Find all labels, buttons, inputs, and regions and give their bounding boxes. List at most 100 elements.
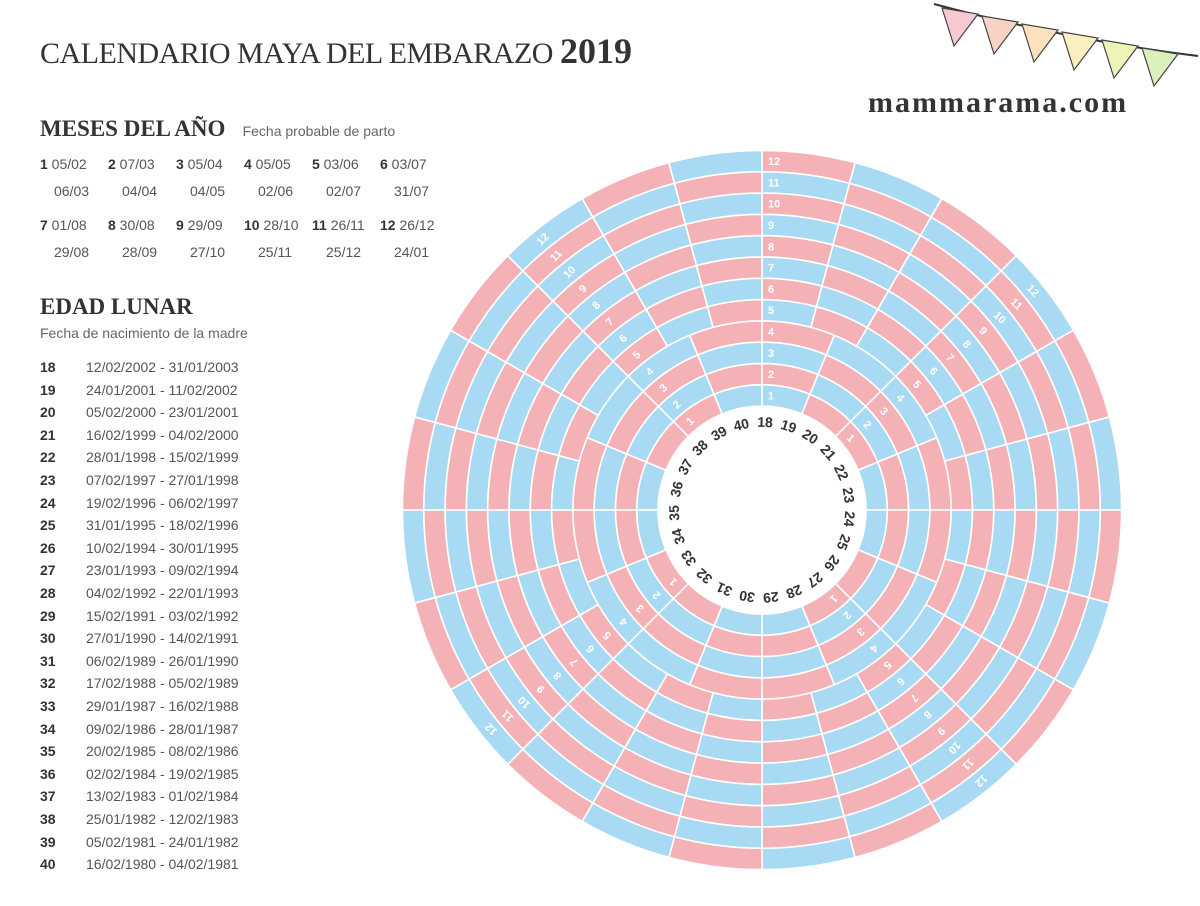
lunar-date-range: 20/02/1985 - 08/02/1986 [86, 743, 239, 760]
month-end-date: 27/10 [190, 244, 226, 260]
ring-number-top: 3 [768, 348, 774, 360]
age-label: 38 [689, 436, 711, 458]
month-start-date: 26/11 [326, 217, 365, 233]
lunar-date-range: 23/01/1993 - 09/02/1994 [86, 562, 239, 579]
lunar-date-range: 02/02/1984 - 19/02/1985 [86, 765, 239, 782]
lunar-age: 25 [40, 517, 56, 534]
age-label: 21 [817, 441, 839, 463]
lunar-age-row: 25 31/01/1995 - 18/02/1996 [40, 517, 239, 537]
ring-number-top: 11 [768, 177, 780, 189]
month-number: 4 [244, 156, 252, 172]
month-start-date: 03/06 [319, 156, 359, 172]
month-start-date: 28/10 [259, 217, 299, 233]
lunar-subheading: Fecha de nacimiento de la madre [40, 325, 248, 341]
month-number: 12 [380, 217, 396, 233]
lunar-age: 27 [40, 562, 56, 579]
bunting-decoration [933, 3, 1199, 88]
month-end-date: 25/11 [258, 244, 292, 260]
lunar-age-row: 40 16/02/1980 - 04/02/1981 [40, 856, 239, 876]
age-label: 26 [821, 552, 843, 574]
age-label: 25 [833, 532, 854, 553]
site-name: mammarama.com [868, 86, 1129, 119]
lunar-age-row: 34 09/02/1986 - 28/01/1987 [40, 721, 239, 741]
pennant-flag [981, 15, 1020, 56]
month-cell: 8 30/08 28/09 [108, 217, 178, 260]
lunar-age-row: 23 07/02/1997 - 27/01/1998 [40, 472, 239, 492]
lunar-date-range: 17/02/1988 - 05/02/1989 [86, 675, 239, 692]
month-cell: 1 05/02 06/03 [40, 156, 110, 199]
lunar-age: 33 [40, 698, 56, 714]
age-label: 20 [799, 425, 821, 447]
age-label: 32 [693, 565, 715, 587]
lunar-date-range: 15/02/1991 - 03/02/1992 [86, 607, 239, 624]
lunar-age: 21 [40, 426, 56, 443]
lunar-age-row: 28 04/02/1992 - 22/01/1993 [40, 585, 239, 605]
lunar-age-row: 24 19/02/1996 - 06/02/1997 [40, 495, 239, 515]
page-title: CALENDARIO MAYA DEL EMBARAZO 2019 [40, 30, 632, 72]
lunar-age: 29 [40, 607, 56, 624]
ring-number-top: 1 [768, 390, 774, 402]
month-start: 12 26/12 [380, 217, 450, 237]
lunar-date-range: 16/02/1999 - 04/02/2000 [86, 426, 239, 443]
month-cell: 2 07/03 04/04 [108, 156, 178, 199]
month-number: 10 [244, 217, 260, 233]
lunar-date-range: 16/02/1980 - 04/02/1981 [86, 856, 239, 873]
lunar-age-row: 29 15/02/1991 - 03/02/1992 [40, 608, 239, 628]
month-number: 8 [108, 217, 116, 233]
lunar-age: 35 [40, 743, 56, 760]
ring-number-top: 12 [768, 156, 780, 168]
lunar-age: 31 [40, 652, 56, 669]
age-label: 27 [804, 569, 826, 591]
month-number: 3 [176, 156, 184, 172]
age-label: 28 [784, 582, 805, 603]
ring-number-top: 4 [768, 326, 775, 338]
lunar-age: 39 [40, 833, 56, 850]
lunar-age: 23 [40, 472, 56, 488]
month-cell: 6 03/07 31/07 [380, 156, 450, 199]
lunar-age: 18 [40, 359, 56, 375]
age-label: 29 [762, 589, 779, 607]
lunar-age: 19 [40, 381, 56, 398]
age-label: 18 [757, 414, 773, 431]
month-start-date: 07/03 [115, 156, 155, 172]
month-number: 1 [40, 156, 48, 172]
ring-number-top: 6 [768, 284, 774, 296]
lunar-age: 26 [40, 539, 56, 556]
month-start: 11 26/11 [312, 217, 382, 237]
age-label: 40 [732, 415, 751, 434]
month-start-date: 03/07 [387, 156, 427, 172]
lunar-age: 38 [40, 811, 56, 827]
month-cell: 12 26/12 24/01 [380, 217, 450, 260]
month-start: 9 29/09 [176, 217, 246, 237]
lunar-date-range: 12/02/2002 - 31/01/2003 [86, 359, 239, 375]
age-label: 37 [675, 456, 697, 478]
age-label: 39 [708, 422, 730, 444]
lunar-age: 36 [40, 765, 56, 782]
month-start-date: 01/08 [47, 217, 87, 233]
lunar-age-row: 18 12/02/2002 - 31/01/2003 [40, 359, 239, 379]
age-label: 36 [667, 479, 686, 498]
lunar-age-row: 37 13/02/1983 - 01/02/1984 [40, 788, 239, 808]
lunar-age: 28 [40, 585, 56, 601]
wheel-rings [401, 149, 1123, 871]
lunar-date-range: 19/02/1996 - 06/02/1997 [86, 494, 239, 511]
lunar-age-row: 36 02/02/1984 - 19/02/1985 [40, 766, 239, 786]
lunar-date-range: 27/01/1990 - 14/02/1991 [86, 630, 239, 647]
month-end-date: 24/01 [394, 244, 430, 260]
lunar-date-range: 07/02/1997 - 27/01/1998 [86, 472, 239, 488]
lunar-date-range: 10/02/1994 - 30/01/1995 [86, 539, 239, 556]
months-heading-text: MESES DEL AÑO [40, 116, 226, 141]
month-start-date: 30/08 [115, 217, 155, 233]
pennant-flag [941, 7, 980, 48]
lunar-date-range: 31/01/1995 - 18/02/1996 [86, 517, 239, 534]
age-label: 23 [840, 486, 858, 504]
month-start-date: 26/12 [395, 217, 435, 233]
lunar-age-row: 39 05/02/1981 - 24/01/1982 [40, 834, 239, 854]
month-end-date: 02/07 [326, 183, 362, 199]
lunar-date-range: 09/02/1986 - 28/01/1987 [86, 720, 239, 737]
lunar-age: 30 [40, 630, 56, 647]
age-label: 22 [831, 462, 852, 483]
month-start-date: 05/04 [183, 156, 223, 172]
month-start: 10 28/10 [244, 217, 314, 237]
